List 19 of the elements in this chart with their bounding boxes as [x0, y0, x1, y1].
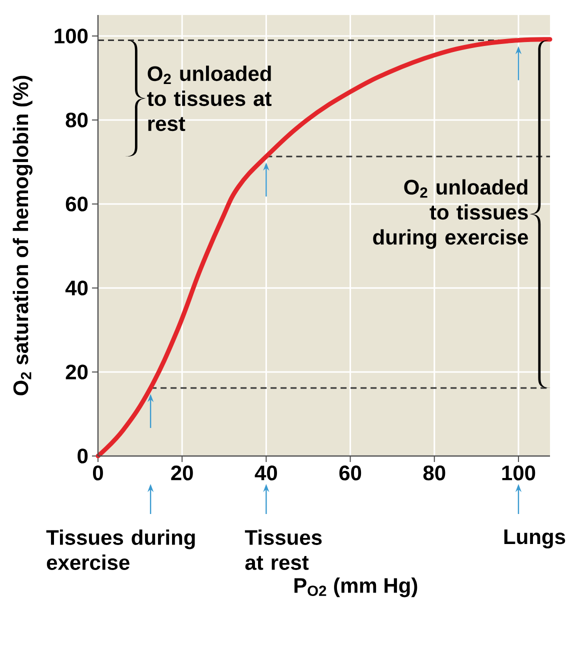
x-axis-title: P$_{O2}$ (mm Hg) — [294, 578, 418, 598]
text: Tissues during exercise — [46, 530, 195, 570]
text: Tissues at rest — [244, 530, 322, 570]
annotation: O$_{2}$ unloaded to tissues during exercise — [373, 179, 528, 249]
y-tick-label: 0 — [78, 448, 88, 464]
y-tick-label: 20 — [66, 364, 88, 380]
text: Lungs — [504, 530, 566, 548]
x-tick-label: 0 — [92, 466, 103, 480]
y-tick-label: 40 — [65, 280, 88, 296]
x-tick-label: 80 — [423, 466, 446, 480]
y-tick-label: 60 — [66, 196, 88, 212]
annotation: O$_{2}$ unloaded to tissues at rest — [147, 66, 272, 132]
y-tick-label: 80 — [66, 112, 88, 128]
x-tick-label: 60 — [339, 466, 362, 480]
y-axis-title: O$_{2}$ saturation of hemoglobin (%) — [12, 76, 32, 396]
x-tick-label: 40 — [254, 466, 277, 480]
x-tick-label: 20 — [171, 466, 193, 480]
x-tick-label: 100 — [502, 466, 536, 480]
y-tick-label: 100 — [54, 28, 88, 44]
